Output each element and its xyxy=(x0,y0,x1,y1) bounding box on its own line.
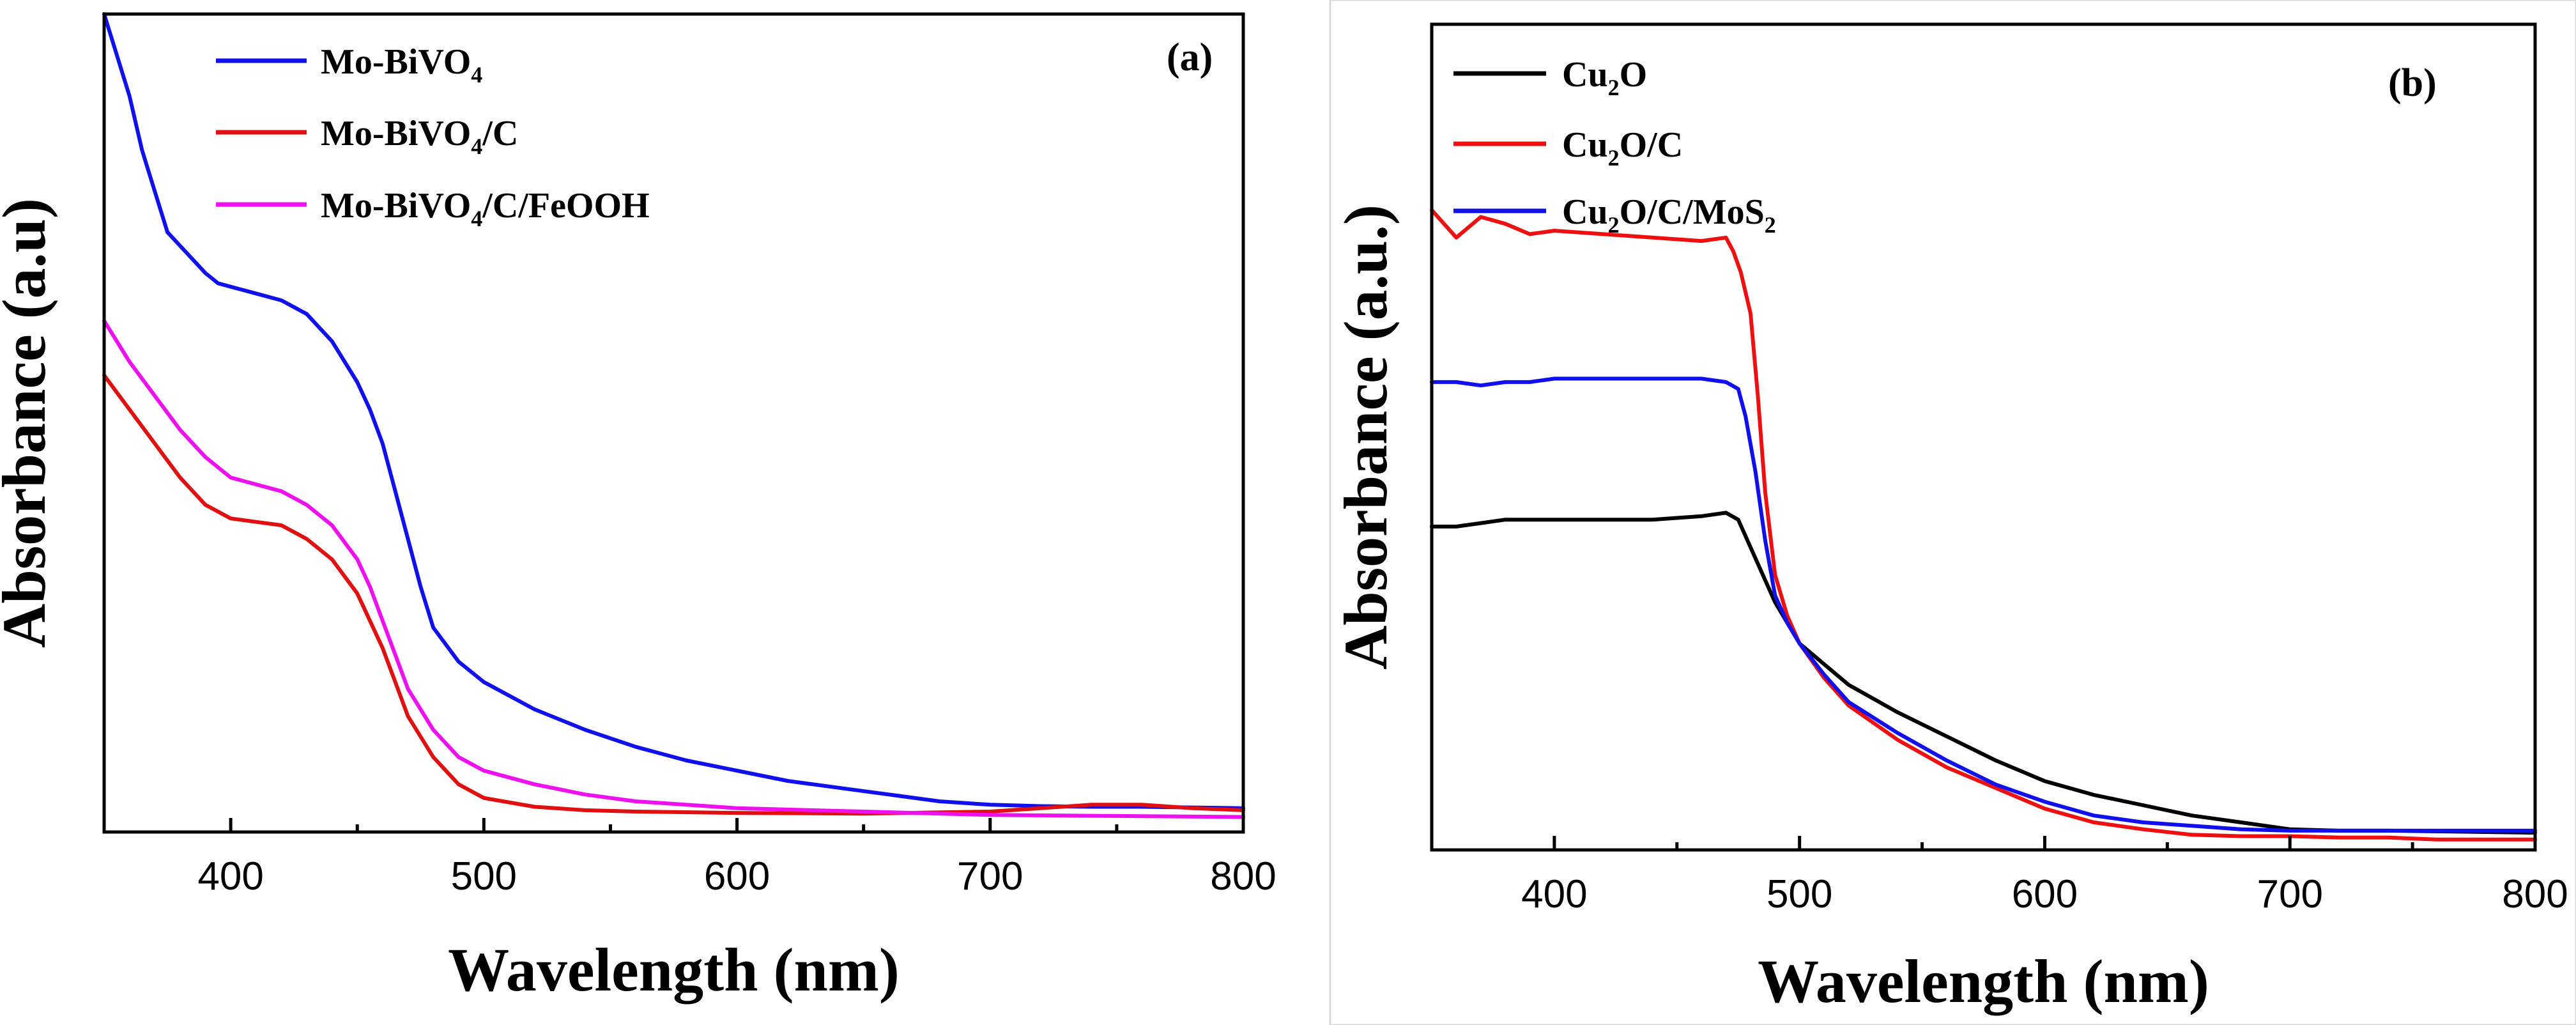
x-tick-label-a-400: 400 xyxy=(197,854,263,898)
series-line-a-3 xyxy=(102,319,1245,819)
x-axis-label-b: Wavelength (nm) xyxy=(1758,947,2209,1015)
panel-a: 400 500 600 700 800 Wavelength (nm) Absorbance… xyxy=(0,12,1276,1004)
plot-frame-b xyxy=(1430,22,2537,852)
legend-label-b-2: Cu2O/C xyxy=(1562,125,1683,171)
x-tick-label-b-500: 500 xyxy=(1767,872,1832,916)
panel-label-b: (b) xyxy=(2388,61,2437,105)
x-tick-label-a-700: 700 xyxy=(957,854,1023,898)
y-axis-label-b: Absorbance (a.u.) xyxy=(1331,204,1400,670)
legend-label-a-3: Mo-BiVO4/C/FeOOH xyxy=(321,186,650,231)
panel-label-a: (a) xyxy=(1167,36,1213,79)
x-axis-label-a: Wavelength (nm) xyxy=(448,936,900,1004)
plot-frame-a xyxy=(102,12,1245,834)
series-line-b-1 xyxy=(1430,511,2537,835)
series-line-b-3 xyxy=(1430,376,2537,833)
legend-label-a-1: Mo-BiVO4 xyxy=(321,42,482,88)
legend-label-b-1: Cu2O xyxy=(1562,55,1647,100)
series-line-a-2 xyxy=(102,373,1245,816)
y-axis-label-a: Absorbance (a.u) xyxy=(0,198,58,648)
series-line-a-1 xyxy=(102,12,1245,810)
x-tick-label-a-800: 800 xyxy=(1210,854,1276,898)
legend-label-b-3: Cu2O/C/MoS2 xyxy=(1562,192,1776,238)
x-tick-label-a-600: 600 xyxy=(704,854,770,898)
legend-label-a-2: Mo-BiVO4/C xyxy=(321,114,518,159)
x-tick-label-b-800: 800 xyxy=(2502,872,2568,916)
x-tick-label-b-600: 600 xyxy=(2012,872,2078,916)
x-tick-label-b-400: 400 xyxy=(1521,872,1587,916)
x-tick-label-a-500: 500 xyxy=(451,854,517,898)
panel-b: 400 500 600 700 800 Wavelength (nm) Absorbance… xyxy=(1331,22,2568,1015)
panel-b-backdrop xyxy=(1329,0,2576,1025)
x-tick-label-b-700: 700 xyxy=(2257,872,2322,916)
